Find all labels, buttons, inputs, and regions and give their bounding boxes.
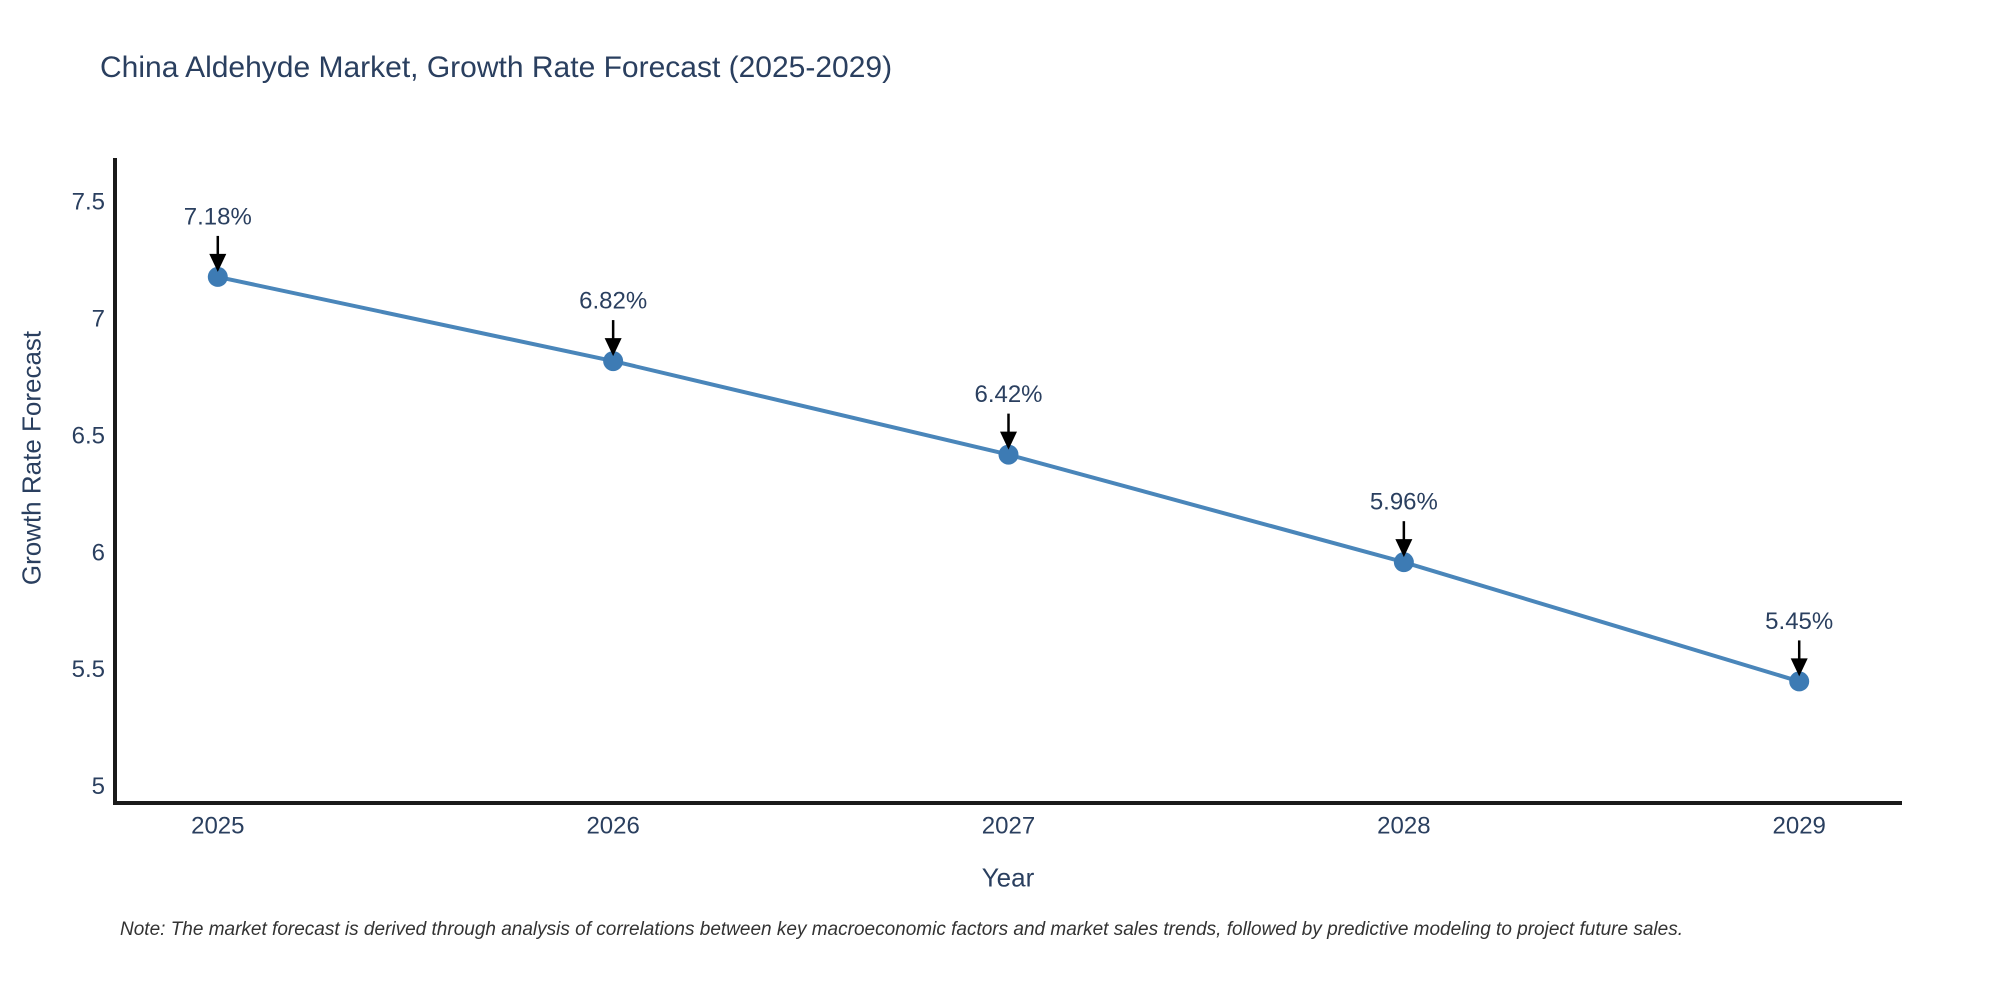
annotation-label: 7.18%	[184, 203, 252, 230]
annotation-arrow-head	[1000, 431, 1017, 450]
annotation-arrow-head	[209, 253, 227, 272]
annotation-label: 5.45%	[1765, 608, 1833, 635]
y-tick-label: 6	[92, 539, 105, 566]
data-point-marker	[998, 444, 1019, 465]
y-tick-label: 5	[92, 773, 105, 800]
y-axis-title: Growth Rate Forecast	[16, 330, 47, 586]
y-tick-label: 5.5	[72, 656, 105, 683]
x-tick-label: 2026	[586, 813, 639, 840]
x-tick-label: 2029	[1773, 813, 1826, 840]
y-tick-label: 6.5	[72, 422, 105, 449]
x-tick-label: 2025	[191, 813, 244, 840]
annotation-arrow-head	[604, 338, 622, 357]
x-axis-title: Year	[981, 862, 1035, 893]
data-point-marker	[207, 266, 228, 287]
footnote: Note: The market forecast is derived thr…	[120, 919, 1683, 940]
data-point-marker	[603, 351, 624, 372]
data-point-marker	[1789, 671, 1810, 692]
annotation-label: 5.96%	[1370, 489, 1438, 516]
annotation-label: 6.42%	[974, 381, 1042, 408]
chart-title: China Aldehyde Market, Growth Rate Forec…	[100, 51, 893, 84]
x-tick-label: 2028	[1377, 813, 1430, 840]
annotation-arrow-head	[1395, 539, 1413, 558]
x-tick-label: 2027	[982, 813, 1035, 840]
data-point-marker	[1393, 552, 1414, 573]
annotation-label: 6.82%	[579, 288, 647, 315]
y-tick-label: 7.5	[72, 189, 105, 216]
series-line	[215, 274, 1802, 684]
y-tick-label: 7	[92, 305, 105, 332]
annotation-arrow-head	[1790, 658, 1808, 677]
